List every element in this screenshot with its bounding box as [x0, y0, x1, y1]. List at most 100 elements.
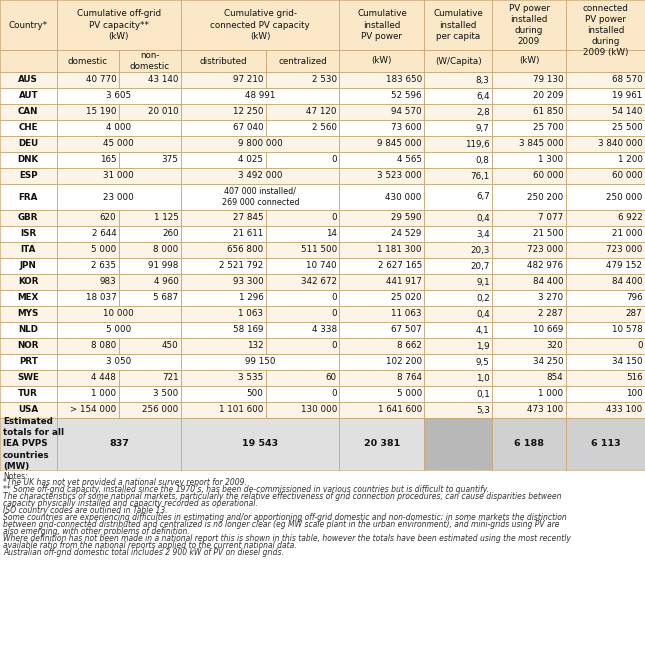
Text: 342 672: 342 672	[301, 278, 337, 286]
Bar	[57, 168, 181, 184]
Bar	[339, 418, 424, 470]
Bar	[339, 306, 424, 322]
Text: 8,3: 8,3	[476, 76, 490, 84]
Bar	[0, 386, 57, 402]
Bar	[181, 72, 266, 88]
Bar	[57, 104, 119, 120]
Bar	[57, 338, 119, 354]
Text: Australian off-grid domestic total includes 2 900 kW of PV on diesel grids.: Australian off-grid domestic total inclu…	[3, 548, 284, 557]
Text: 99 150: 99 150	[245, 357, 275, 367]
Text: centralized: centralized	[279, 56, 327, 66]
Bar	[57, 72, 119, 88]
Text: The characteristics of some national markets, particularly the relative effectiv: The characteristics of some national mar…	[3, 492, 562, 501]
Text: ** Some off-grid capacity, installed since the 1970’s, has been de-commissioned : ** Some off-grid capacity, installed sin…	[3, 485, 489, 494]
Text: 29 590: 29 590	[392, 214, 422, 222]
Text: 1,0: 1,0	[476, 373, 490, 382]
Text: 4 025: 4 025	[239, 155, 263, 165]
Text: 482 976: 482 976	[528, 262, 563, 270]
Text: non-
domestic: non- domestic	[130, 51, 170, 71]
Text: 3,4: 3,4	[476, 230, 490, 238]
Text: 9 845 000: 9 845 000	[377, 139, 422, 149]
Bar	[181, 226, 266, 242]
Text: 656 800: 656 800	[227, 246, 263, 254]
Bar	[492, 152, 566, 168]
Text: 0: 0	[332, 341, 337, 351]
Bar	[424, 370, 492, 386]
Text: 0: 0	[332, 309, 337, 319]
Text: 165: 165	[100, 155, 116, 165]
Bar	[266, 72, 339, 88]
Text: ESP: ESP	[19, 171, 37, 181]
Bar	[57, 242, 119, 258]
Text: 3 270: 3 270	[538, 293, 563, 303]
Text: 9,7: 9,7	[476, 124, 490, 133]
Bar	[57, 354, 181, 370]
Text: 6,7: 6,7	[476, 193, 490, 201]
Text: 375: 375	[162, 155, 179, 165]
Text: 0: 0	[332, 293, 337, 303]
Text: Country*: Country*	[9, 21, 48, 29]
Bar	[57, 386, 119, 402]
Text: 61 850: 61 850	[533, 108, 563, 116]
Bar	[492, 274, 566, 290]
Text: Cumulative
installed
PV power: Cumulative installed PV power	[357, 9, 407, 41]
Bar	[424, 136, 492, 152]
Bar	[492, 104, 566, 120]
Text: AUT: AUT	[19, 92, 38, 100]
Bar	[119, 274, 181, 290]
Bar	[339, 120, 424, 136]
Text: 2 644: 2 644	[92, 230, 116, 238]
Text: 3 605: 3 605	[106, 92, 132, 100]
Bar	[566, 290, 645, 306]
Text: 2 287: 2 287	[539, 309, 563, 319]
Text: 34 250: 34 250	[533, 357, 563, 367]
Bar	[339, 184, 424, 210]
Text: 34 150: 34 150	[612, 357, 642, 367]
Bar	[339, 88, 424, 104]
Text: 94 570: 94 570	[392, 108, 422, 116]
Bar	[492, 322, 566, 338]
Bar	[266, 104, 339, 120]
Bar	[0, 0, 57, 50]
Text: 119,6: 119,6	[465, 139, 490, 149]
Bar	[119, 50, 181, 72]
Bar	[57, 184, 181, 210]
Text: 24 529: 24 529	[392, 230, 422, 238]
Bar	[181, 354, 339, 370]
Bar	[566, 136, 645, 152]
Text: 130 000: 130 000	[301, 406, 337, 414]
Text: 20 209: 20 209	[533, 92, 563, 100]
Text: 430 000: 430 000	[386, 193, 422, 201]
Text: 1 063: 1 063	[239, 309, 263, 319]
Text: 91 998: 91 998	[148, 262, 179, 270]
Text: 4 338: 4 338	[312, 325, 337, 335]
Bar	[266, 152, 339, 168]
Bar	[0, 274, 57, 290]
Text: 5 000: 5 000	[106, 325, 132, 335]
Bar	[0, 136, 57, 152]
Text: 25 500: 25 500	[611, 124, 642, 133]
Bar	[339, 210, 424, 226]
Bar	[0, 402, 57, 418]
Bar	[339, 274, 424, 290]
Text: 516: 516	[626, 373, 642, 382]
Bar	[492, 50, 566, 72]
Text: 5 687: 5 687	[154, 293, 179, 303]
Text: 6 113: 6 113	[591, 440, 620, 448]
Bar	[339, 104, 424, 120]
Bar	[339, 168, 424, 184]
Text: 18 037: 18 037	[86, 293, 116, 303]
Text: 10 000: 10 000	[103, 309, 134, 319]
Text: Cumulative off-grid
PV capacity**
(kW): Cumulative off-grid PV capacity** (kW)	[77, 9, 161, 41]
Text: 31 000: 31 000	[103, 171, 134, 181]
Bar	[566, 306, 645, 322]
Bar	[339, 136, 424, 152]
Text: 1 000: 1 000	[538, 390, 563, 398]
Text: 1 296: 1 296	[239, 293, 263, 303]
Text: FRA: FRA	[19, 193, 38, 201]
Bar	[0, 226, 57, 242]
Text: 3 500: 3 500	[154, 390, 179, 398]
Text: 8 080: 8 080	[91, 341, 116, 351]
Bar	[181, 370, 266, 386]
Bar	[339, 152, 424, 168]
